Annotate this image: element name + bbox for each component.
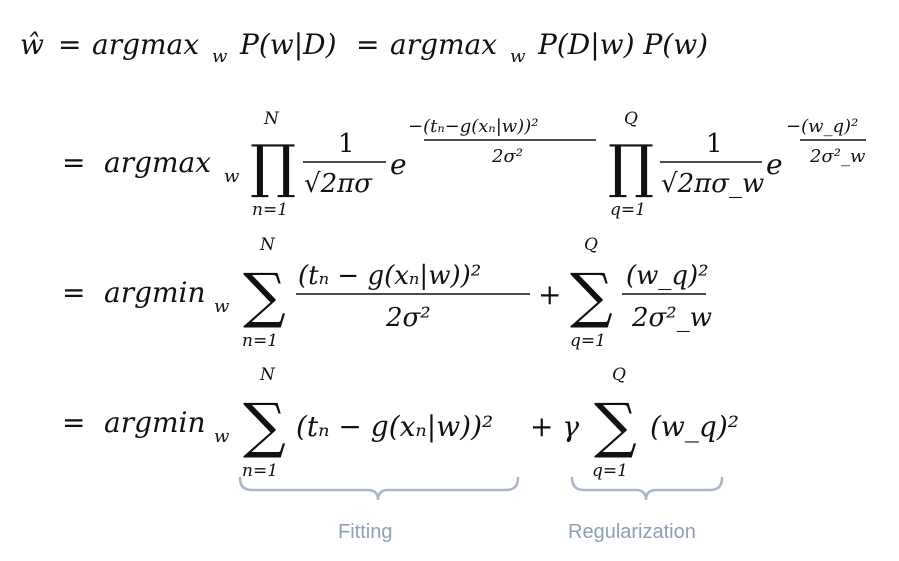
- sum-lower-limit: n=1: [242, 331, 278, 351]
- sum-lower-limit: n=1: [242, 461, 278, 481]
- equals-sign: =: [62, 406, 85, 439]
- product-upper-limit: Q: [624, 109, 638, 129]
- exp-base: e: [766, 148, 783, 181]
- plus-sign: +: [538, 278, 561, 311]
- product-symbol: ∏: [608, 132, 654, 200]
- sum-upper-limit: N: [259, 235, 276, 255]
- fraction-denominator: √2πσ_w: [661, 169, 764, 199]
- equation-line-3: = argmin w N ∑ n=1 (tₙ − g(xₙ|w))² 2σ² +…: [62, 235, 712, 351]
- exp-denominator: 2σ²: [491, 146, 523, 167]
- equals-sign: =: [62, 146, 85, 179]
- sum-upper-limit: N: [259, 365, 276, 385]
- sum-symbol: ∑: [570, 261, 613, 331]
- exp-numerator: −(tₙ−g(xₙ|w))²: [408, 116, 538, 137]
- sum-symbol: ∑: [243, 261, 286, 331]
- product-lower-limit: n=1: [252, 200, 288, 220]
- likelihood-prior-term: P(D|w) P(w): [537, 28, 708, 61]
- equals-sign: =: [58, 28, 81, 61]
- posterior-term: P(w|D): [239, 28, 337, 61]
- w-hat: ŵ: [20, 28, 44, 61]
- equals-sign: =: [356, 28, 379, 61]
- plus-gamma: + γ: [530, 410, 579, 443]
- fraction-denominator: √2πσ: [304, 169, 373, 199]
- argmax-operator: argmax: [390, 28, 497, 61]
- equals-sign: =: [62, 276, 85, 309]
- regularization-annotation: Regularization: [568, 476, 724, 543]
- fraction-numerator: (w_q)²: [626, 261, 709, 291]
- argmax-subscript: w: [224, 166, 240, 187]
- argmax-subscript: w: [510, 46, 526, 67]
- fitting-label: Fitting: [338, 521, 392, 543]
- fraction-denominator: 2σ²: [385, 303, 431, 333]
- argmax-subscript: w: [212, 46, 228, 67]
- regularization-label: Regularization: [568, 521, 696, 543]
- argmin-subscript: w: [214, 426, 230, 447]
- product-upper-limit: N: [263, 109, 280, 129]
- argmin-operator: argmin: [104, 276, 206, 309]
- exp-base: e: [390, 148, 407, 181]
- fitting-term: (tₙ − g(xₙ|w))²: [296, 410, 493, 443]
- sum-lower-limit: q=1: [592, 461, 628, 481]
- argmin-subscript: w: [214, 296, 230, 317]
- sum-symbol: ∑: [594, 391, 637, 461]
- equation-line-1: ŵ = argmax w P(w|D) = argmax w P(D|w) P(…: [20, 28, 708, 67]
- product-symbol: ∏: [250, 132, 296, 200]
- fitting-annotation: Fitting: [238, 476, 520, 543]
- sum-symbol: ∑: [243, 391, 286, 461]
- regularization-underbrace: [570, 476, 724, 501]
- fraction-numerator: 1: [706, 129, 723, 159]
- sum-upper-limit: Q: [612, 365, 626, 385]
- fraction-numerator: 1: [338, 129, 355, 159]
- exp-numerator: −(w_q)²: [786, 116, 858, 137]
- argmin-operator: argmin: [104, 406, 206, 439]
- argmax-operator: argmax: [104, 146, 211, 179]
- fraction-numerator: (tₙ − g(xₙ|w))²: [298, 261, 481, 291]
- argmax-operator: argmax: [92, 28, 199, 61]
- equation-line-4: = argmin w N ∑ n=1 (tₙ − g(xₙ|w))² + γ Q…: [62, 365, 739, 481]
- fitting-underbrace: [238, 476, 520, 501]
- fraction-denominator: 2σ²_w: [631, 303, 712, 333]
- regularization-term: (w_q)²: [650, 410, 739, 443]
- product-lower-limit: q=1: [610, 200, 646, 220]
- sum-lower-limit: q=1: [570, 331, 606, 351]
- equation-line-2: = argmax w N ∏ n=1 1 √2πσ e −(tₙ−g(xₙ|w)…: [62, 109, 866, 220]
- exp-denominator: 2σ²_w: [809, 146, 866, 167]
- sum-upper-limit: Q: [584, 235, 598, 255]
